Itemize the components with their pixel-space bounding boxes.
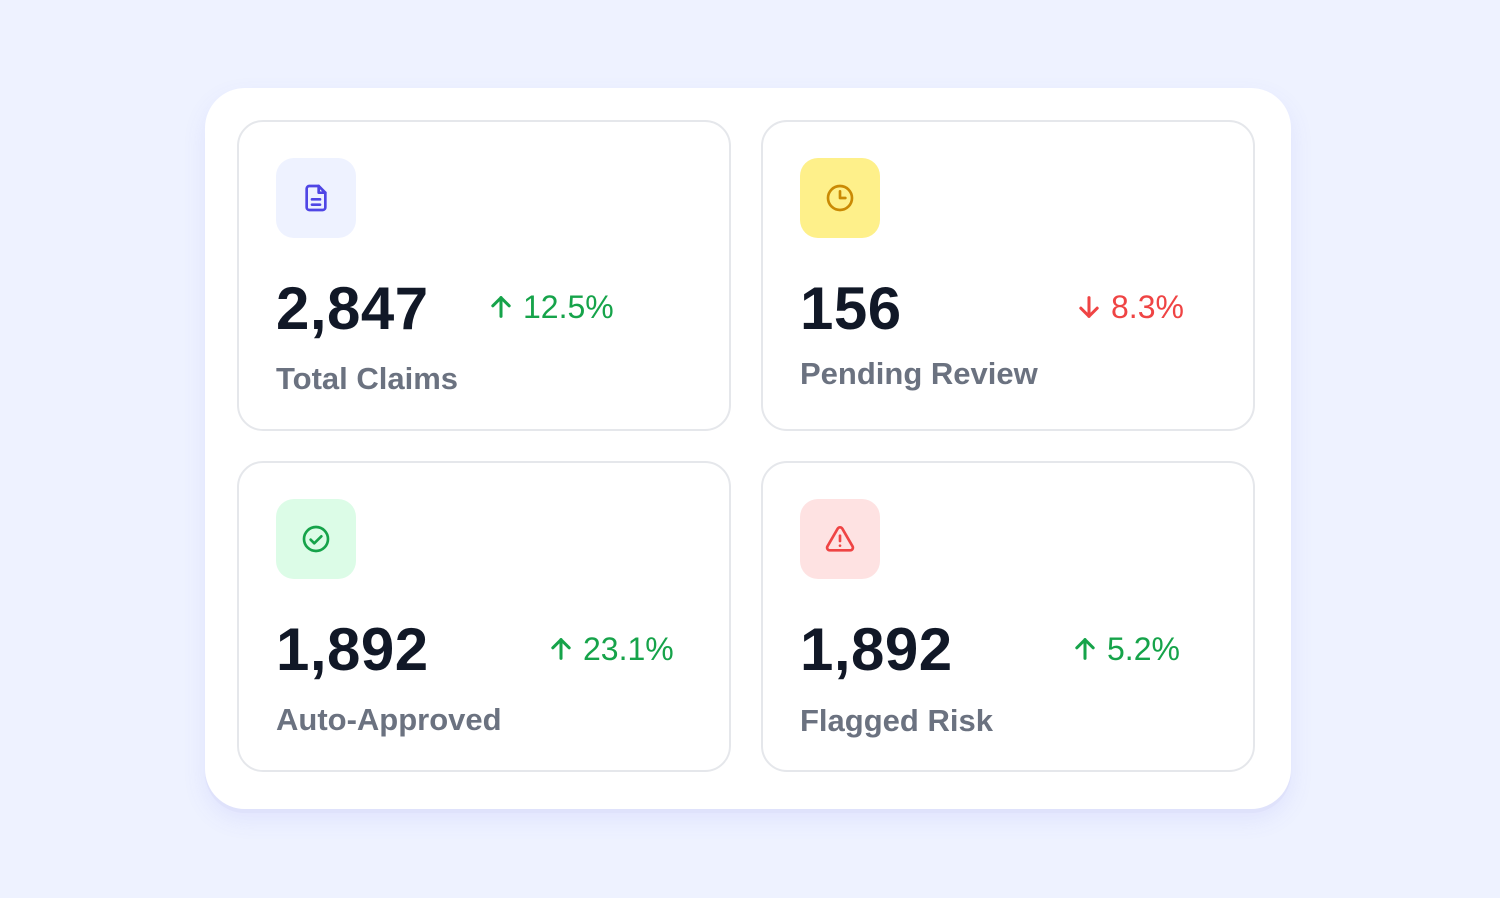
document-icon bbox=[305, 184, 327, 212]
arrow-up-icon bbox=[551, 638, 571, 660]
stat-label: Auto-Approved bbox=[276, 702, 502, 737]
stat-card-total-claims[interactable]: 2,847 12.5% Total Claims bbox=[237, 120, 731, 431]
icon-badge bbox=[800, 499, 880, 579]
trend-value: 8.3% bbox=[1111, 289, 1184, 325]
stat-value: 1,892 bbox=[276, 616, 429, 683]
check-circle-icon bbox=[302, 525, 330, 553]
stat-value: 1,892 bbox=[800, 616, 953, 683]
arrow-up-icon bbox=[1075, 638, 1095, 660]
icon-badge bbox=[276, 499, 356, 579]
trend-indicator: 23.1% bbox=[547, 633, 674, 665]
trend-value: 12.5% bbox=[523, 289, 614, 325]
icon-badge bbox=[800, 158, 880, 238]
stat-label: Flagged Risk bbox=[800, 703, 993, 738]
clock-icon bbox=[826, 184, 854, 212]
trend-indicator: 12.5% bbox=[487, 291, 614, 323]
trend-value: 5.2% bbox=[1107, 631, 1180, 667]
stat-value: 156 bbox=[800, 275, 902, 342]
stat-label: Pending Review bbox=[800, 356, 1038, 391]
stat-label: Total Claims bbox=[276, 361, 459, 396]
stat-card-pending-review[interactable]: 156 8.3% Pending Review bbox=[761, 120, 1255, 431]
arrow-up-icon bbox=[491, 296, 511, 318]
stat-value: 2,847 bbox=[276, 275, 429, 342]
stats-panel: 2,847 12.5% Total Claims 156 8.3% Pendin bbox=[205, 88, 1291, 809]
icon-badge bbox=[276, 158, 356, 238]
stat-card-auto-approved[interactable]: 1,892 23.1% Auto-Approved bbox=[237, 461, 731, 772]
trend-value: 23.1% bbox=[583, 631, 674, 667]
stat-card-flagged-risk[interactable]: 1,892 5.2% Flagged Risk bbox=[761, 461, 1255, 772]
trend-indicator: 5.2% bbox=[1071, 633, 1180, 665]
warning-triangle-icon bbox=[825, 526, 855, 552]
trend-indicator: 8.3% bbox=[1075, 291, 1184, 323]
arrow-down-icon bbox=[1079, 296, 1099, 318]
